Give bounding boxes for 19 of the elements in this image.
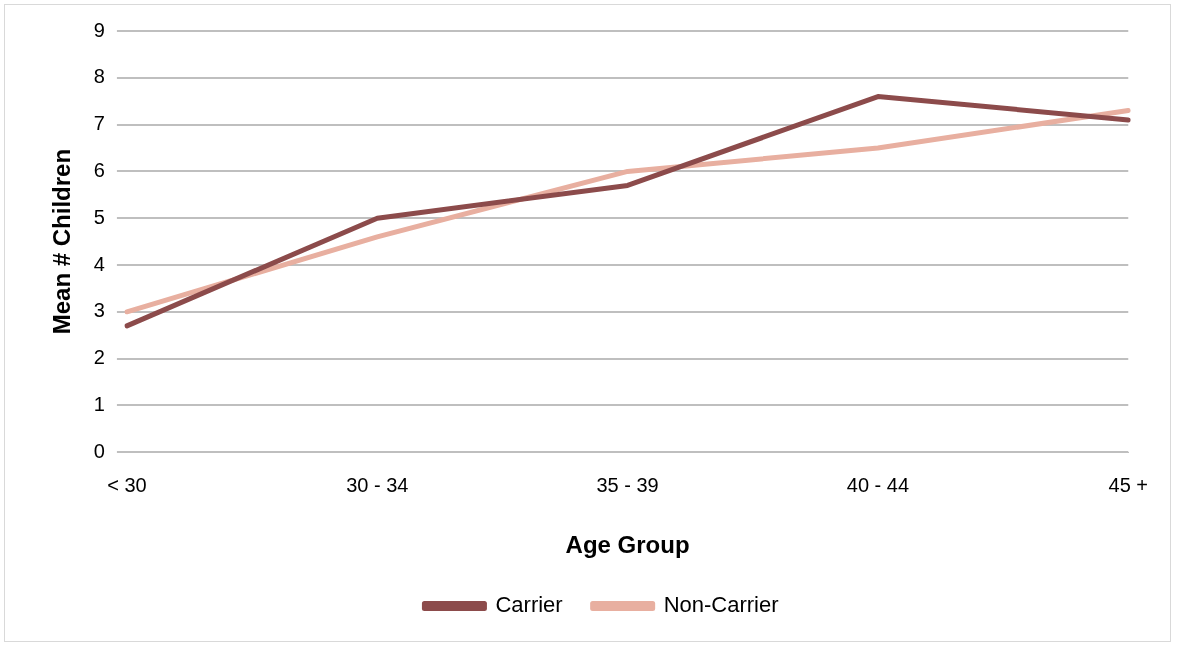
- y-tick-label: 0: [93, 439, 105, 462]
- x-tick-label: < 30: [107, 473, 147, 496]
- x-axis-title: Age Group: [565, 531, 690, 559]
- y-tick-label: 7: [93, 112, 105, 135]
- y-tick-label: 9: [93, 18, 105, 41]
- x-tick-label: 35 - 39: [596, 473, 659, 496]
- y-tick-label: 1: [93, 392, 105, 415]
- x-tick-label: 45 +: [1108, 473, 1148, 496]
- y-tick-label: 3: [93, 299, 105, 322]
- y-tick-label: 2: [93, 346, 105, 369]
- x-tick-label: 30 - 34: [346, 473, 409, 496]
- legend-label: Carrier: [495, 592, 563, 618]
- legend-label: Non-Carrier: [663, 592, 779, 618]
- x-tick-label: 40 - 44: [846, 473, 910, 496]
- y-tick-label: 5: [93, 205, 105, 228]
- y-tick-label: 8: [93, 65, 105, 88]
- y-tick-label: 4: [93, 252, 105, 275]
- y-axis-title: Mean # Children: [48, 148, 76, 335]
- y-tick-label: 6: [93, 158, 105, 181]
